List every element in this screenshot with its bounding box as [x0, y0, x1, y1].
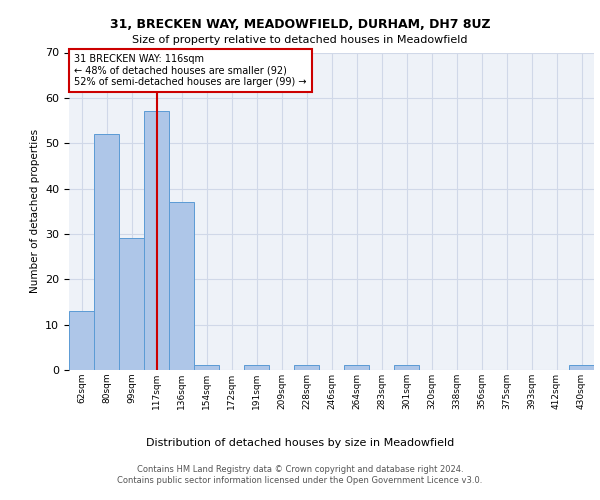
Text: Contains HM Land Registry data © Crown copyright and database right 2024.: Contains HM Land Registry data © Crown c…	[137, 465, 463, 474]
Bar	[194, 366, 219, 370]
Bar	[94, 134, 119, 370]
Bar	[169, 202, 194, 370]
Text: Size of property relative to detached houses in Meadowfield: Size of property relative to detached ho…	[132, 35, 468, 45]
Text: Distribution of detached houses by size in Meadowfield: Distribution of detached houses by size …	[146, 438, 454, 448]
Bar	[569, 366, 594, 370]
Bar	[69, 311, 94, 370]
Y-axis label: Number of detached properties: Number of detached properties	[29, 129, 40, 294]
Text: Contains public sector information licensed under the Open Government Licence v3: Contains public sector information licen…	[118, 476, 482, 485]
Bar	[394, 366, 419, 370]
Text: 31, BRECKEN WAY, MEADOWFIELD, DURHAM, DH7 8UZ: 31, BRECKEN WAY, MEADOWFIELD, DURHAM, DH…	[110, 18, 490, 30]
Bar	[344, 366, 369, 370]
Bar	[244, 366, 269, 370]
Text: 31 BRECKEN WAY: 116sqm
← 48% of detached houses are smaller (92)
52% of semi-det: 31 BRECKEN WAY: 116sqm ← 48% of detached…	[74, 54, 307, 88]
Bar	[294, 366, 319, 370]
Bar	[144, 112, 169, 370]
Bar	[119, 238, 144, 370]
